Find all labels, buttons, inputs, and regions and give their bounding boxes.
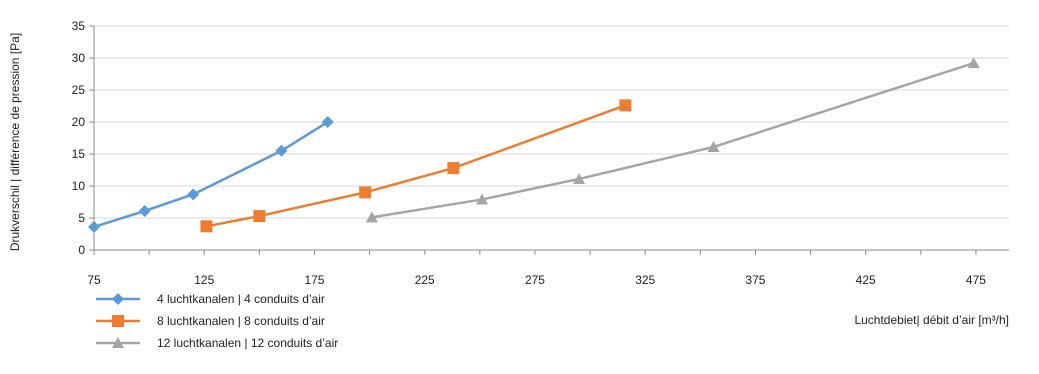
y-tick-label: 25	[72, 83, 86, 97]
x-tick-label: 275	[525, 273, 545, 287]
data-point-diamond	[88, 220, 100, 233]
data-point-triangle	[476, 193, 489, 205]
legend-label: 4 luchtkanalen | 4 conduits d’air	[157, 292, 325, 306]
x-tick-label: 175	[304, 273, 324, 287]
x-tick-label: 475	[966, 273, 986, 287]
x-tick-label: 125	[194, 273, 214, 287]
legend-item: 12 luchtkanalen | 12 conduits d’air	[96, 336, 338, 350]
y-tick-label: 5	[78, 211, 85, 225]
legend-label: 8 luchtkanalen | 8 conduits d’air	[157, 314, 325, 328]
data-point-triangle	[365, 211, 378, 223]
series-3	[365, 57, 980, 223]
series-2	[200, 99, 632, 233]
legend-marker-square	[112, 315, 124, 327]
data-point-square	[253, 210, 266, 223]
y-tick-label: 20	[72, 115, 86, 129]
data-point-diamond	[187, 188, 200, 201]
series-layer	[88, 57, 980, 233]
data-point-triangle	[573, 172, 586, 184]
x-axis-title: Luchtdebiet| débit d’air [m³/h]	[854, 313, 1009, 327]
legend: 4 luchtkanalen | 4 conduits d’air 8 lucht…	[96, 292, 338, 350]
series-1	[88, 116, 334, 233]
y-tick-label: 0	[78, 243, 85, 257]
x-tick-label: 225	[415, 273, 435, 287]
data-point-square	[619, 99, 632, 112]
x-tick-label: 375	[745, 273, 765, 287]
x-tick-label: 325	[635, 273, 655, 287]
x-tick-label: 75	[87, 273, 101, 287]
y-axis: 0 5 10 15 20 25 30 35	[72, 19, 95, 257]
data-point-triangle	[967, 57, 980, 69]
data-point-diamond	[275, 144, 288, 157]
legend-marker-diamond	[112, 293, 124, 305]
legend-item: 8 luchtkanalen | 8 conduits d’air	[96, 314, 325, 328]
data-point-square	[200, 220, 213, 233]
legend-item: 4 luchtkanalen | 4 conduits d’air	[96, 292, 325, 306]
series-line	[371, 61, 975, 219]
data-point-square	[447, 162, 460, 175]
legend-label: 12 luchtkanalen | 12 conduits d’air	[157, 336, 338, 350]
y-tick-label: 10	[72, 179, 86, 193]
grid-lines	[94, 25, 1009, 251]
y-axis-title: Drukverschil | différence de pression [P…	[8, 33, 22, 251]
x-tick-label: 425	[856, 273, 876, 287]
y-tick-label: 15	[72, 147, 86, 161]
data-point-square	[359, 186, 372, 199]
data-point-triangle	[707, 140, 720, 152]
series-line	[93, 120, 329, 229]
y-tick-label: 35	[72, 19, 86, 33]
x-axis: 75 125 175 225 275 325 375 425 475	[87, 250, 986, 287]
data-point-diamond	[321, 116, 334, 128]
data-point-diamond	[138, 204, 151, 217]
series-line	[206, 104, 626, 228]
legend-marker-triangle	[112, 337, 124, 348]
y-tick-label: 30	[72, 51, 86, 65]
